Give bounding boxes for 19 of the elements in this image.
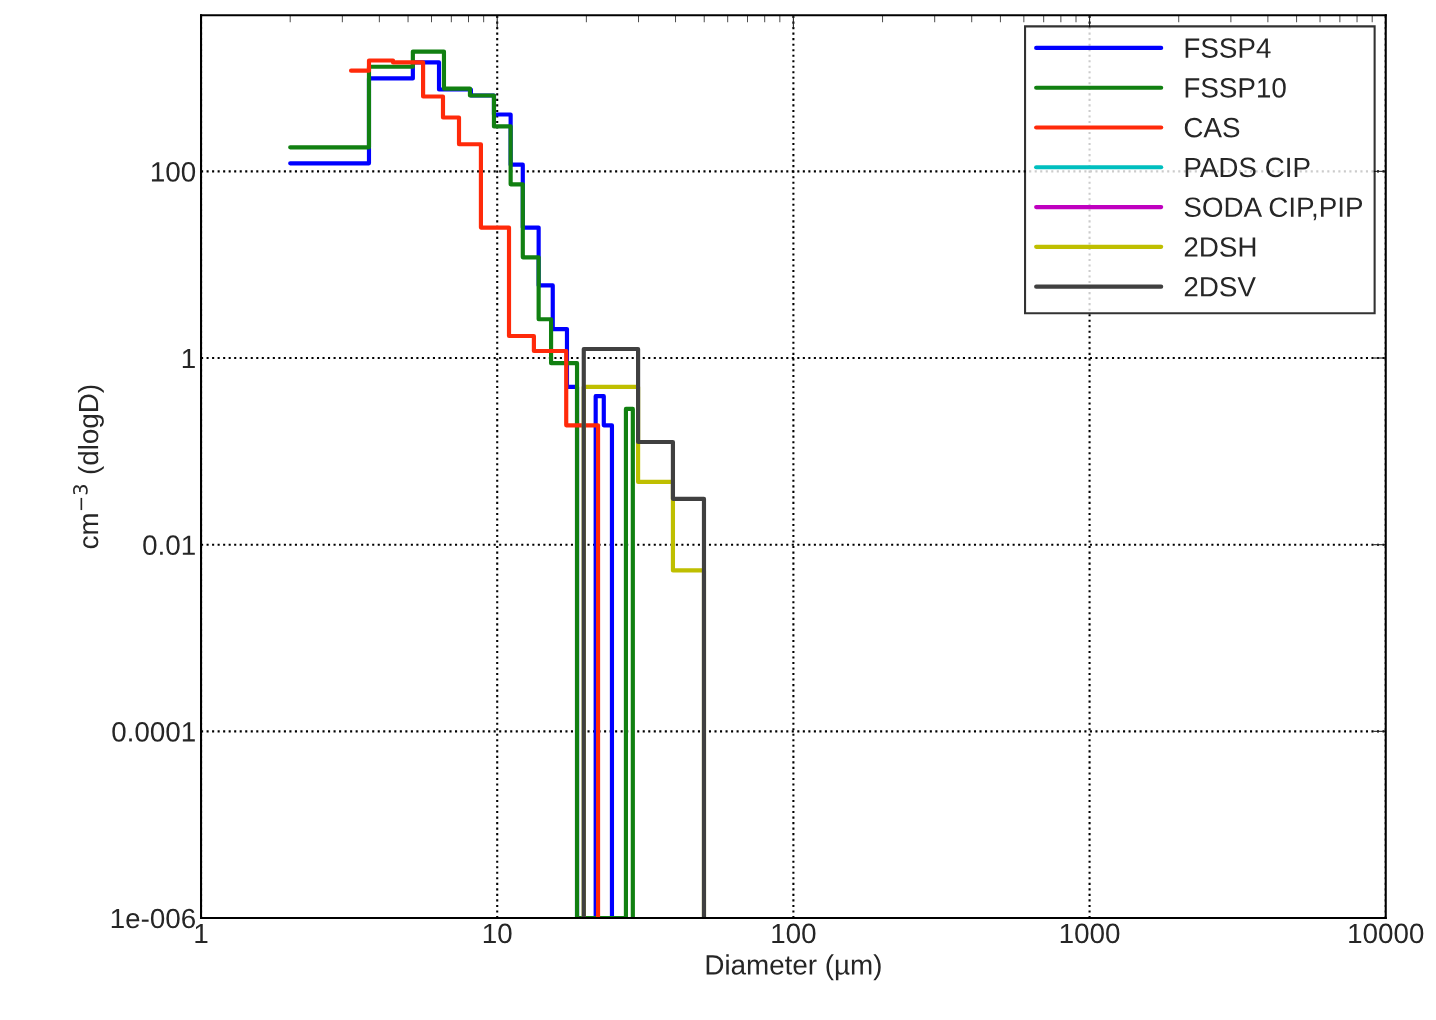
legend-label: FSSP10 [1185, 78, 1286, 98]
legend-label: PADS CIP [1185, 157, 1310, 178]
y-tick-label: 1 [182, 348, 195, 369]
y-axis-title: cm$^{−3}$ (dlogD) [73, 385, 104, 549]
y-tick-label: 0.01 [143, 535, 195, 556]
y-tick-label: 1e-006 [111, 908, 195, 929]
x-tick-label: 1000 [1060, 923, 1120, 944]
x-tick-label: 1 [195, 923, 208, 943]
y-tick-label: 100 [151, 162, 196, 182]
x-axis-title: Diameter (µm) [706, 954, 881, 981]
x-tick-label: 100 [772, 923, 816, 944]
x-tick-label: 10000 [1349, 923, 1424, 944]
legend-label: CAS [1184, 117, 1240, 138]
legend-label: 2DSH [1184, 237, 1256, 257]
legend-label: FSSP4 [1185, 38, 1271, 58]
legend-label: 2DSV [1184, 276, 1256, 297]
y-tick-label: 0.0001 [112, 722, 195, 742]
legend-label: SODA CIP,PIP [1184, 197, 1363, 221]
x-tick-label: 10 [483, 923, 512, 944]
